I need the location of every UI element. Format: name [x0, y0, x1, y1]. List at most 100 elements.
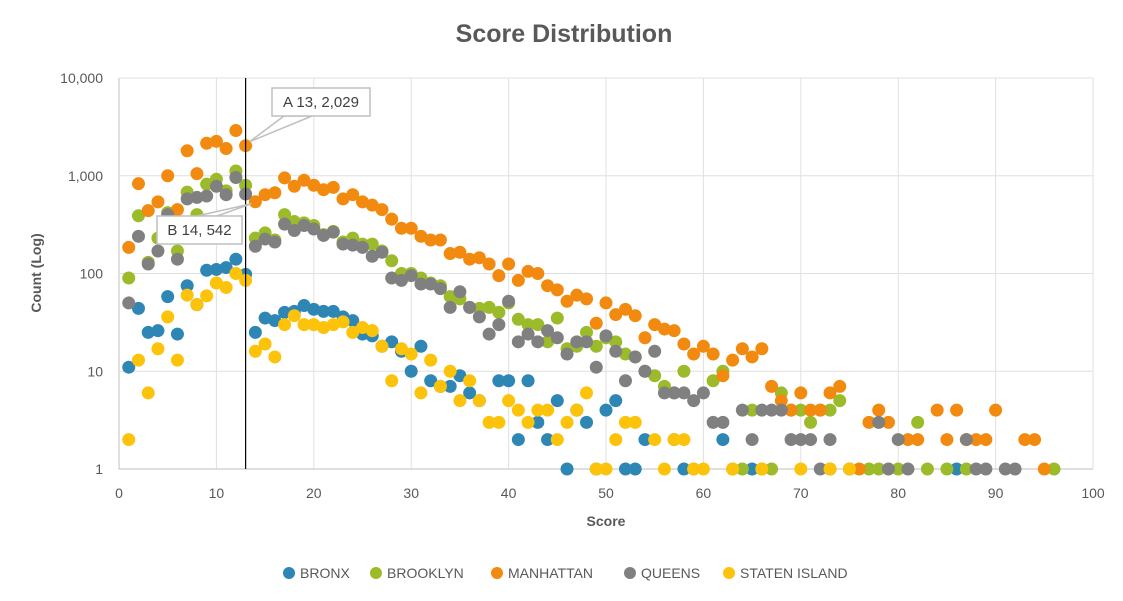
data-point	[628, 309, 642, 323]
x-tick-label: 50	[598, 485, 614, 501]
data-point	[550, 283, 564, 297]
data-point	[326, 180, 340, 194]
data-point	[229, 170, 243, 184]
legend-label: BRONX	[300, 565, 350, 581]
data-point	[667, 324, 681, 338]
data-point	[618, 374, 632, 388]
data-point	[219, 142, 233, 156]
data-point	[131, 209, 145, 223]
data-point	[648, 369, 662, 383]
data-point	[599, 296, 613, 310]
data-point	[745, 462, 759, 476]
data-point	[433, 233, 447, 247]
data-point	[287, 215, 301, 229]
data-point	[492, 269, 506, 283]
callout-pointer	[249, 115, 313, 143]
data-point	[618, 302, 632, 316]
data-point	[804, 415, 818, 429]
callout-box	[156, 215, 243, 245]
data-point	[1028, 433, 1042, 447]
data-point	[209, 179, 223, 193]
data-point	[151, 195, 165, 209]
data-point	[482, 327, 496, 341]
data-point	[667, 386, 681, 400]
data-point	[657, 322, 671, 336]
data-point	[618, 415, 632, 429]
data-point	[755, 462, 769, 476]
data-point	[774, 403, 788, 417]
data-point	[531, 335, 545, 349]
data-point	[463, 386, 477, 400]
data-point	[648, 433, 662, 447]
data-point	[268, 186, 282, 200]
data-point	[200, 289, 214, 303]
data-point	[998, 462, 1012, 476]
legend-marker	[491, 567, 503, 579]
data-point	[511, 403, 525, 417]
data-point	[424, 374, 438, 388]
x-tick-label: 0	[115, 485, 123, 501]
data-point	[307, 178, 321, 192]
data-point	[959, 462, 973, 476]
data-point	[589, 462, 603, 476]
data-point	[696, 339, 710, 353]
data-point	[141, 257, 155, 271]
data-point	[404, 364, 418, 378]
data-point	[141, 325, 155, 339]
callout-box	[271, 87, 371, 117]
annotations: A 13, 2,029 B 14, 542	[156, 87, 371, 245]
data-point	[170, 252, 184, 266]
data-point	[531, 267, 545, 280]
legend-item: BRONX	[283, 565, 350, 581]
data-point	[609, 308, 623, 322]
data-point	[521, 415, 535, 429]
data-point	[180, 279, 194, 293]
data-point	[404, 269, 418, 283]
data-point	[122, 240, 136, 254]
data-point	[823, 433, 837, 447]
data-point	[1047, 462, 1061, 476]
data-point	[278, 318, 292, 332]
x-tick-label: 20	[306, 485, 322, 501]
data-point	[550, 311, 564, 325]
data-point	[765, 403, 779, 417]
series-manhattan	[122, 124, 1051, 476]
data-point	[180, 192, 194, 206]
data-point	[248, 195, 262, 209]
data-point	[813, 403, 827, 417]
data-point	[131, 353, 145, 367]
data-point	[502, 294, 516, 308]
legend: BRONX BROOKLYN MANHATTAN QUEENS STATEN ISLAN…	[283, 565, 848, 581]
data-point	[190, 298, 204, 312]
data-point	[541, 324, 555, 338]
y-tick-label: 1,000	[68, 168, 103, 184]
data-point	[541, 403, 555, 417]
data-point	[209, 262, 223, 276]
data-point	[706, 415, 720, 429]
data-point	[463, 374, 477, 388]
data-point	[190, 167, 204, 181]
data-point	[200, 177, 214, 191]
data-point	[443, 300, 457, 314]
data-point	[502, 374, 516, 388]
legend-label: STATEN ISLAND	[740, 565, 848, 581]
data-point	[472, 251, 486, 265]
data-point	[979, 462, 993, 476]
data-point	[180, 288, 194, 302]
data-point	[716, 433, 730, 447]
data-point	[959, 433, 973, 447]
legend-item: QUEENS	[624, 565, 700, 581]
legend-label: BROOKLYN	[387, 565, 464, 581]
x-axis-ticks: 0 10 20 30 40 50 60 70 80 90 100	[115, 485, 1105, 501]
data-point	[287, 179, 301, 193]
data-point	[209, 134, 223, 148]
x-tick-label: 100	[1081, 485, 1105, 501]
data-point	[823, 462, 837, 476]
data-point	[920, 462, 934, 476]
data-point	[297, 299, 311, 313]
data-point	[706, 374, 720, 388]
data-point	[560, 415, 574, 429]
data-point	[609, 394, 623, 408]
data-point	[657, 386, 671, 400]
data-point	[414, 386, 428, 400]
